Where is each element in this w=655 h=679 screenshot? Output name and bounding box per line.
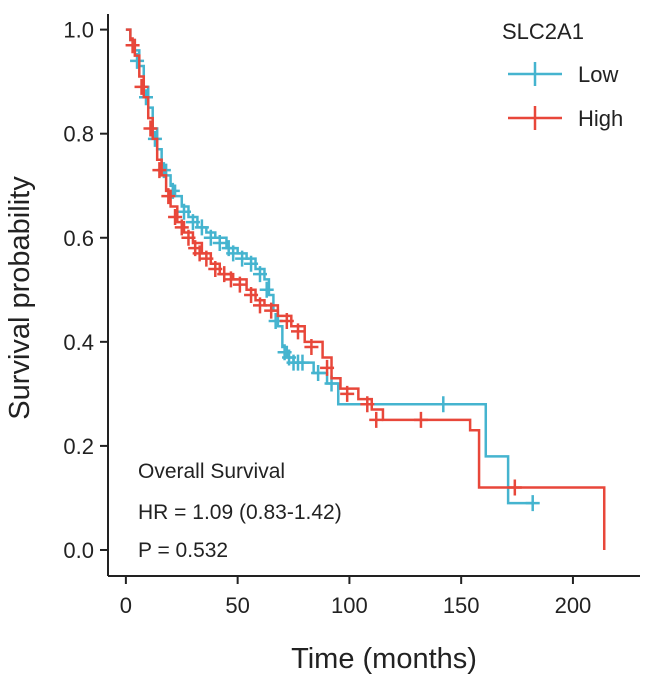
y-tick-label: 0.2 [63, 434, 94, 459]
censor-mark-low [194, 219, 209, 236]
censor-mark-high [134, 78, 149, 95]
censor-mark-low [259, 281, 274, 298]
censor-mark-high [304, 339, 319, 356]
censor-mark-low [203, 229, 218, 246]
censor-mark-high [360, 396, 375, 413]
censor-mark-high [279, 313, 294, 330]
y-tick-label: 0.4 [63, 330, 94, 355]
legend-item-low: Low [508, 62, 618, 87]
y-tick-label: 0.0 [63, 538, 94, 563]
censor-mark-low [525, 495, 540, 512]
censor-mark-low [212, 234, 227, 251]
censor-mark-high [208, 260, 223, 277]
censor-mark-low [235, 250, 250, 267]
y-tick-label: 0.6 [63, 226, 94, 251]
censor-mark-high [232, 276, 247, 293]
y-tick-label: 1.0 [63, 18, 94, 43]
censor-mark-high [340, 385, 355, 402]
y-axis-ticks: 0.0 0.2 0.4 0.6 0.8 1.0 [63, 18, 108, 563]
y-tick-label: 0.8 [63, 122, 94, 147]
censor-mark-high [244, 287, 259, 303]
censor-mark-low [311, 365, 326, 382]
censor-mark-high [413, 411, 428, 428]
legend-title: SLC2A1 [502, 19, 584, 44]
censor-mark-low [253, 266, 267, 283]
censor-mark-high [223, 271, 238, 288]
censor-mark-low [185, 214, 200, 231]
censor-mark-high [152, 162, 167, 179]
annotation-title: Overall Survival [138, 460, 285, 483]
censor-mark-high [181, 229, 196, 246]
legend: SLC2A1 Low High [502, 19, 623, 131]
x-tick-label: 150 [443, 593, 480, 618]
series-low [125, 28, 540, 512]
censor-mark-low [436, 396, 451, 413]
censor-mark-high [264, 302, 279, 319]
censor-mark-high [174, 219, 189, 236]
x-tick-label: 100 [331, 593, 368, 618]
x-tick-label: 200 [555, 593, 592, 618]
censor-mark-high [320, 359, 335, 376]
censor-mark-high [143, 120, 158, 137]
legend-item-high: High [508, 106, 623, 131]
censor-mark-high [199, 250, 214, 267]
censor-mark-low [295, 354, 310, 371]
censor-mark-high [507, 479, 522, 496]
x-axis-ticks: 0 50 100 150 200 [120, 576, 592, 618]
censor-mark-high [125, 37, 140, 54]
annotation-hr: HR = 1.09 (0.83-1.42) [138, 501, 342, 524]
censor-mark-high [291, 323, 305, 340]
legend-label-low: Low [578, 62, 618, 87]
survival-curve-low [125, 28, 533, 505]
censor-mark-high [161, 188, 176, 205]
series-high [125, 28, 606, 550]
censor-mark-low [177, 203, 191, 220]
censor-mark-low [226, 245, 241, 262]
censor-mark-high [168, 208, 183, 225]
censor-mark-high [253, 297, 267, 314]
censor-mark-low [244, 255, 259, 272]
x-tick-label: 0 [120, 593, 132, 618]
series-layer [125, 28, 606, 550]
annotation-p-value: P = 0.532 [138, 539, 228, 562]
x-tick-label: 50 [225, 593, 249, 618]
censor-mark-high [369, 411, 384, 428]
legend-label-high: High [578, 106, 623, 131]
y-axis-title: Survival probability [4, 176, 36, 420]
x-axis-title: Time (months) [291, 643, 477, 675]
